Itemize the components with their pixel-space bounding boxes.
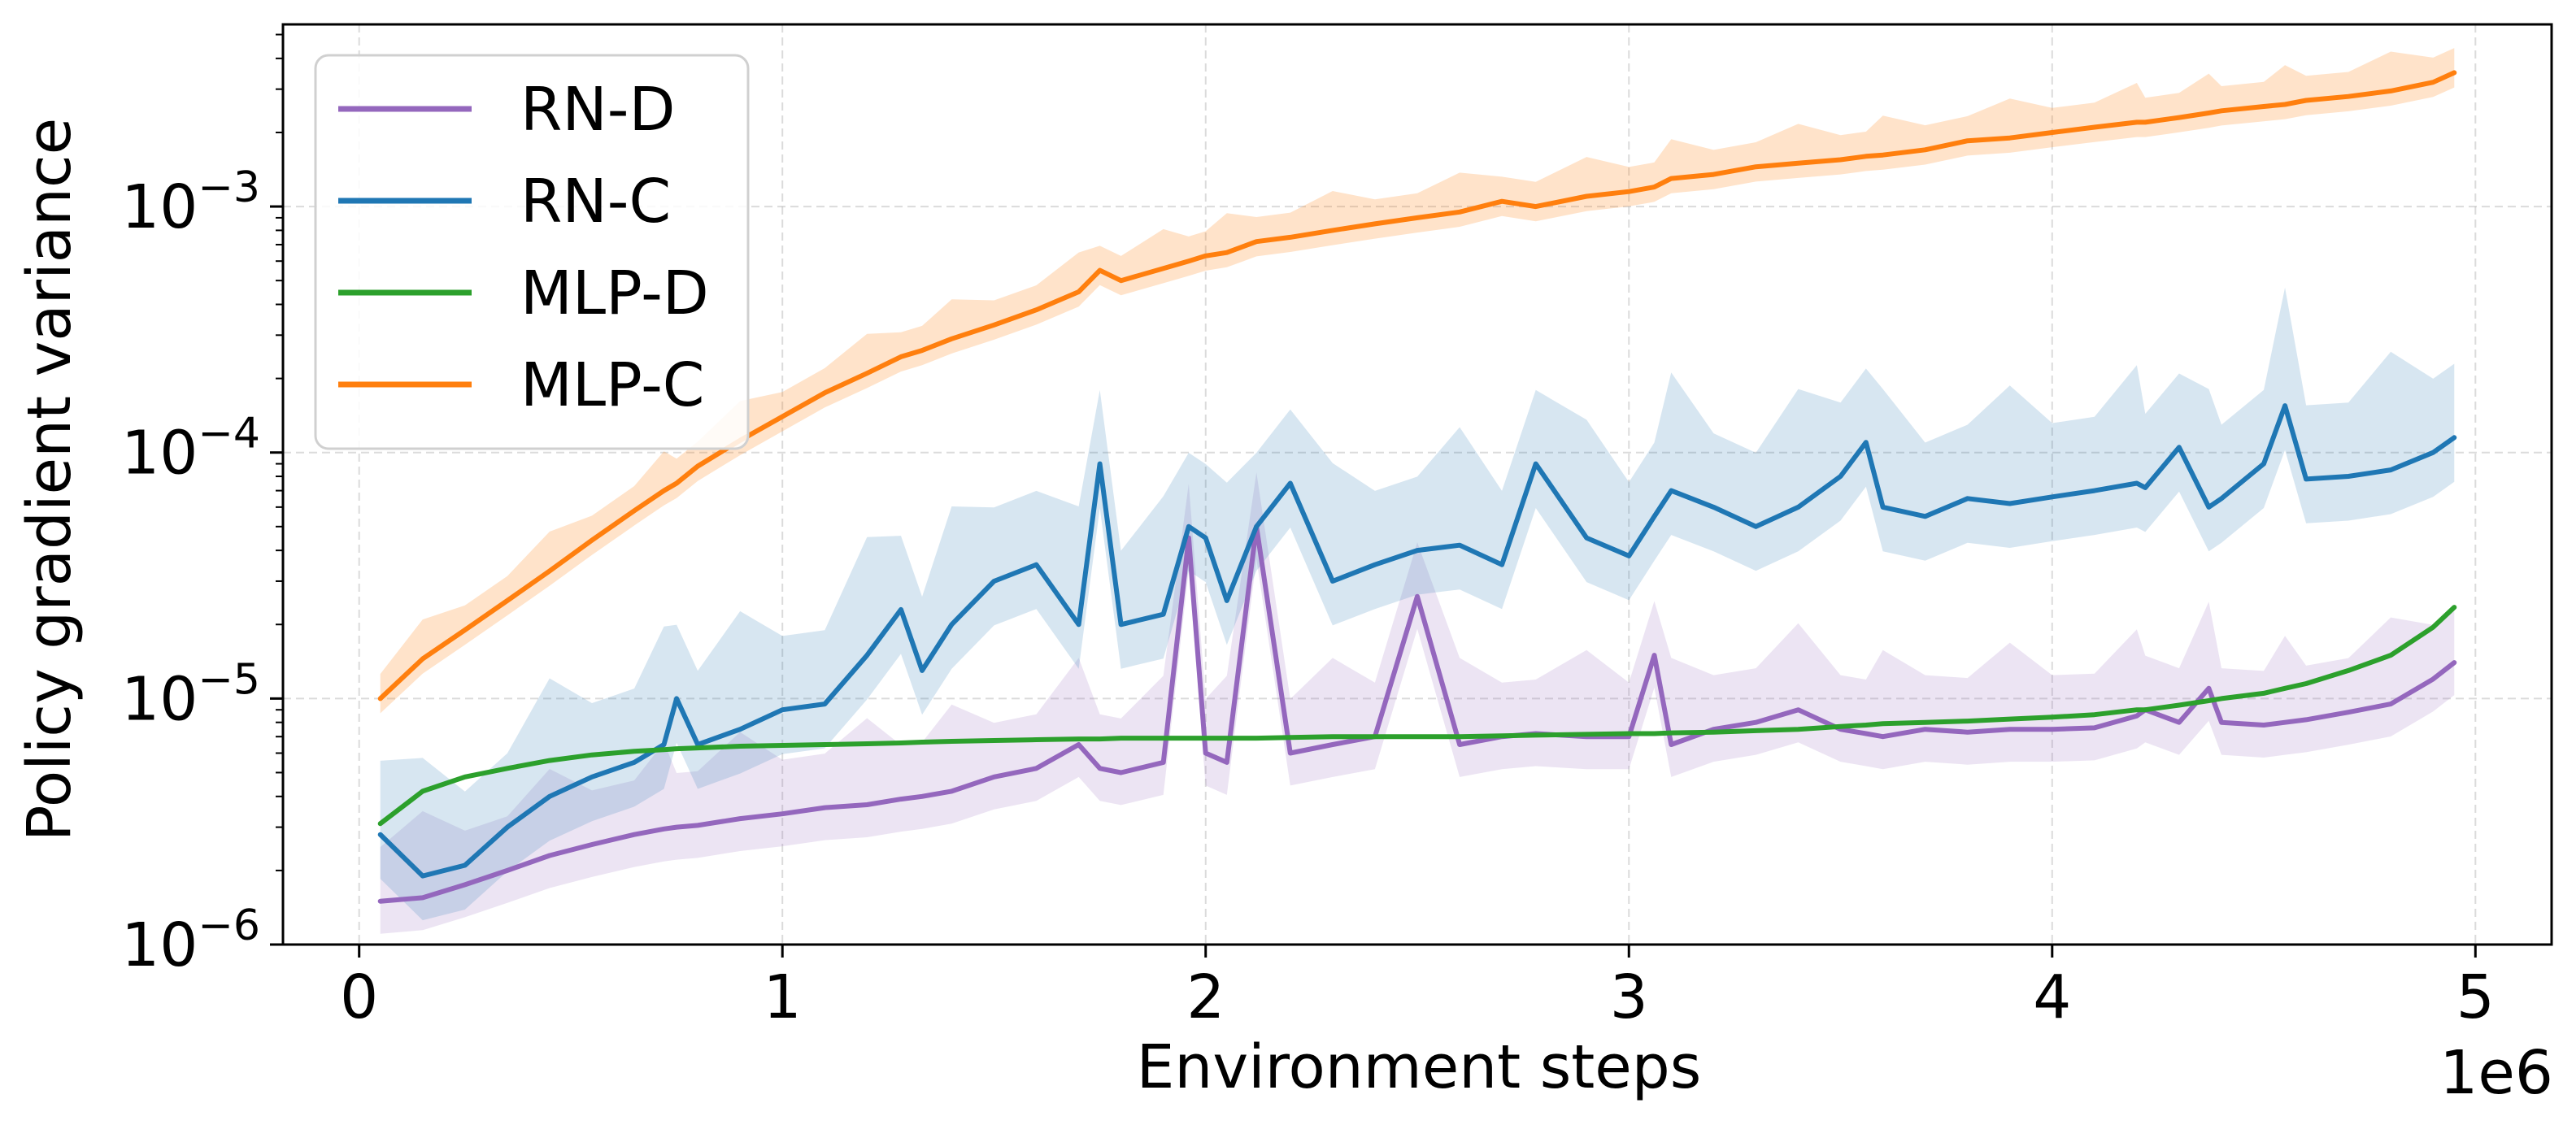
y-tick-label-exponent: −3	[198, 163, 260, 212]
legend-label-rn-d: RN-D	[520, 75, 675, 145]
band-rn-c	[380, 287, 2455, 921]
series-line-rn-c	[377, 403, 2457, 879]
y-tick-label-exponent: −4	[198, 410, 260, 458]
x-axis-title: Environment steps	[1137, 1032, 1702, 1102]
y-tick-label-base: 10	[121, 172, 198, 242]
y-axis-title: Policy gradient variance	[15, 118, 85, 841]
x-tick-label: 3	[1610, 962, 1648, 1032]
y-tick-label: 10−6	[121, 901, 260, 980]
series-variance-bands	[380, 48, 2455, 934]
y-tick-label-exponent: −5	[198, 655, 260, 704]
y-tick-label: 10−4	[121, 410, 260, 489]
x-tick-label: 2	[1186, 962, 1225, 1032]
legend-frame	[314, 54, 750, 450]
y-tick-label: 10−3	[121, 163, 260, 242]
y-tick-label: 10−5	[121, 655, 260, 734]
y-tick-label-base: 10	[121, 664, 198, 734]
y-tick-label-base: 10	[121, 419, 198, 489]
legend-label-rn-c: RN-C	[520, 167, 671, 237]
band-mlp-c	[380, 48, 2455, 714]
x-tick-label: 1	[764, 962, 802, 1032]
x-axis-offset-label: 1e6	[2439, 1038, 2553, 1108]
legend-label-mlp-c: MLP-C	[520, 350, 704, 420]
band-rn-d	[380, 472, 2455, 934]
x-tick-label: 0	[340, 962, 378, 1032]
x-tick-label: 4	[2033, 962, 2071, 1032]
legend-label-mlp-d: MLP-D	[520, 258, 709, 328]
plot-frame	[281, 23, 2553, 946]
legend: RN-D RN-C MLP-D MLP-C	[314, 54, 750, 450]
y-tick-label-base: 10	[121, 910, 198, 980]
series-line-mlp-d	[377, 605, 2457, 827]
axis-ticks: 0 1 2 3 4 510−610−510−410−3	[121, 33, 2495, 1032]
y-tick-label-exponent: −6	[198, 901, 260, 950]
x-tick-label: 5	[2456, 962, 2495, 1032]
